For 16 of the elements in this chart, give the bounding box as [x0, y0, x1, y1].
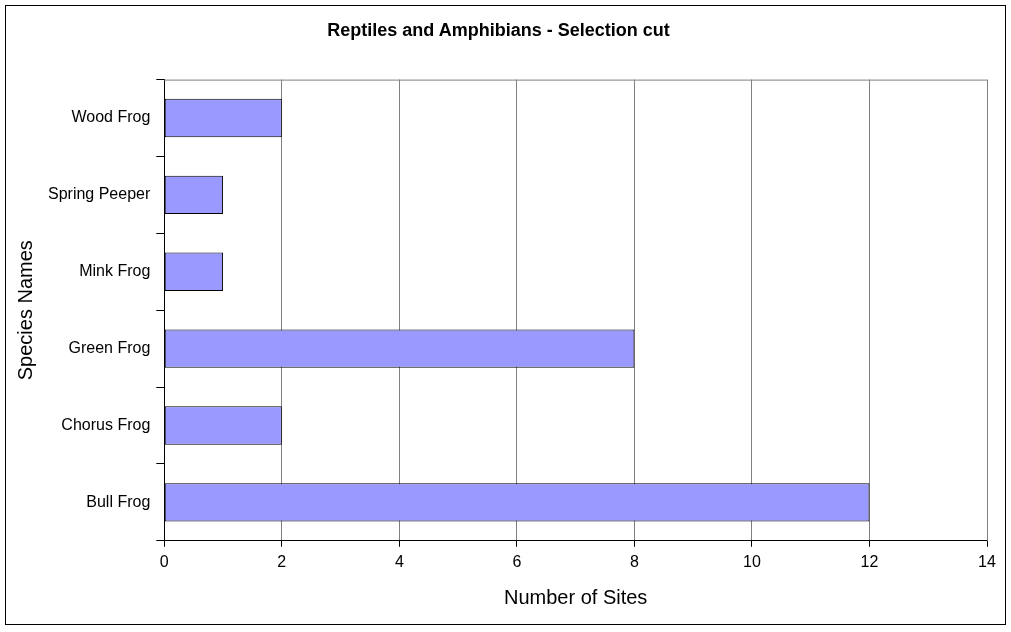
y-tick-label: Bull Frog — [86, 492, 151, 510]
x-tick-label: 0 — [159, 552, 169, 570]
y-tick-label: Spring Peeper — [47, 185, 151, 203]
x-tick-label: 10 — [743, 552, 761, 570]
x-tick-label: 8 — [629, 552, 639, 570]
chart-title: Reptiles and Amphibians - Selection cut — [327, 19, 670, 40]
y-tick-label: Mink Frog — [79, 262, 151, 280]
y-tick-label: Wood Frog — [71, 108, 151, 126]
x-tick-label: 2 — [277, 552, 287, 570]
x-tick-label: 4 — [394, 552, 404, 570]
y-axis-title: Species Names — [13, 240, 36, 381]
x-tick-label: 12 — [860, 552, 879, 570]
x-tick-label: 6 — [512, 552, 522, 570]
y-tick-label: Chorus Frog — [61, 415, 151, 433]
y-tick-label: Green Frog — [68, 339, 151, 357]
x-tick-label: 14 — [978, 552, 996, 570]
